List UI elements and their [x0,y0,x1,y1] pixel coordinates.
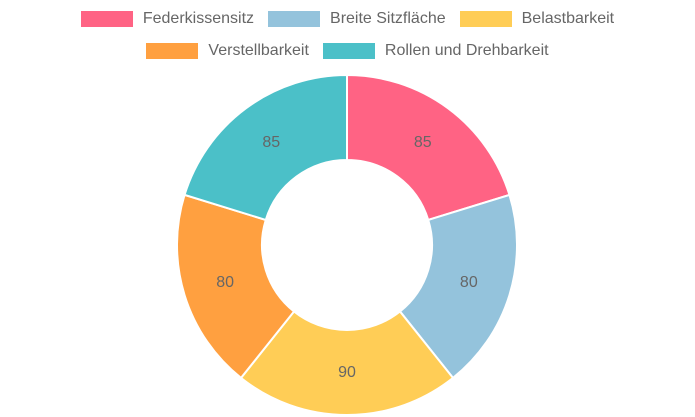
legend-item-verstellbarkeit[interactable]: Verstellbarkeit [146,42,309,60]
legend-swatch [146,43,199,59]
slice-value-label: 80 [216,274,234,291]
legend-label: Breite Sitzfläche [330,10,446,27]
legend-label: Federkissensitz [142,10,255,27]
legend-label: Belastbarkeit [521,10,615,27]
legend-item-federkissensitz[interactable]: Federkissensitz [80,10,255,28]
legend-row-1: Federkissensitz Breite Sitzfläche Belastba… [0,10,695,28]
legend-swatch [459,11,512,27]
legend-item-breite-sitzflache[interactable]: Breite Sitzfläche [268,10,446,28]
legend-swatch [322,43,375,59]
slice-value-label: 80 [460,274,478,291]
legend-swatch [80,11,133,27]
slice-value-label: 90 [338,364,356,381]
slice-rollen-und-drehbarkeit[interactable] [183,73,348,222]
legend-label: Rollen und Drehbarkeit [384,42,549,59]
legend-label: Verstellbarkeit [208,42,309,59]
slice-breite-sitzflache[interactable] [398,193,518,380]
legend-row-2: Verstellbarkeit Rollen und Drehbarkeit [0,42,695,60]
slice-belastbarkeit[interactable] [239,310,455,416]
slice-federkissensitz[interactable] [346,73,511,222]
legend-item-belastbarkeit[interactable]: Belastbarkeit [459,10,615,28]
legend-item-rollen-und-drehbarkeit[interactable]: Rollen und Drehbarkeit [322,42,549,60]
slice-value-label: 85 [414,134,432,151]
slice-verstellbarkeit[interactable] [176,193,296,380]
legend-swatch [268,11,321,27]
slice-value-label: 85 [262,134,280,151]
